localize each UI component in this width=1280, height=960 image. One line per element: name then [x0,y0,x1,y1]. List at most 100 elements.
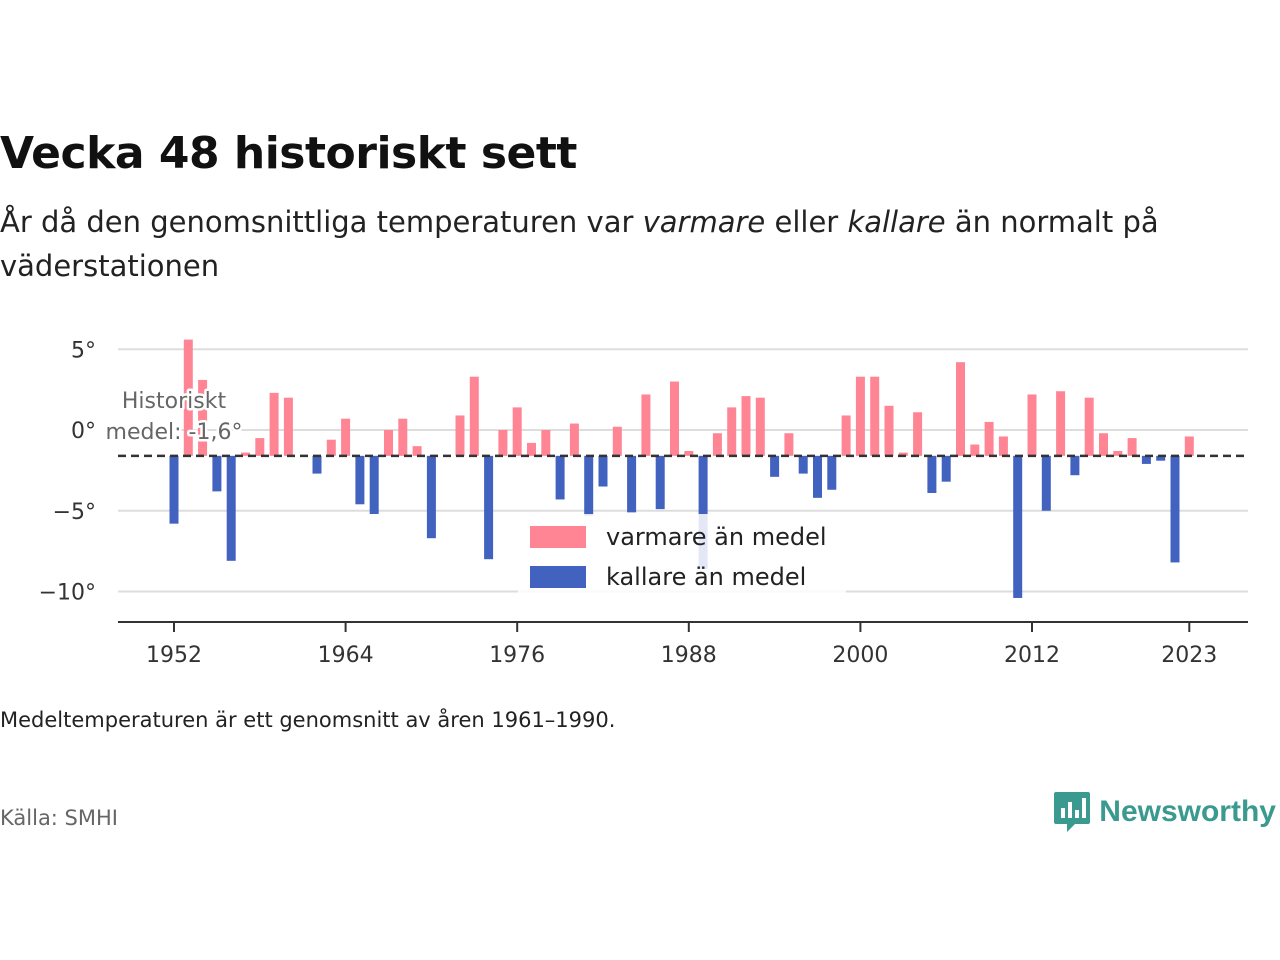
bar [784,433,794,456]
bar [1084,397,1094,456]
y-tick-label: 0° [71,419,96,444]
bar [984,421,994,456]
bar [426,455,436,539]
bar [941,455,951,482]
bar [884,405,894,456]
bar [827,455,837,490]
bar [1099,433,1108,456]
bar [1184,436,1194,456]
x-tick-label: 2012 [1004,643,1060,668]
bar [398,418,408,456]
bar [956,362,965,456]
bar [484,455,494,560]
brand-name: Newsworthy [1099,795,1276,828]
bar [727,407,737,456]
bar [841,415,851,456]
chart-title: Vecka 48 historiskt sett [0,128,577,179]
bar [1170,455,1180,563]
subtitle-cold: kallare [847,205,946,239]
baseline-annotation: Historiskt [122,389,227,414]
bar [455,415,465,456]
brand-logo: Newsworthy [1053,790,1276,834]
bar [1070,455,1080,476]
source-label: Källa: SMHI [0,806,118,830]
bar [384,430,393,456]
bar [326,439,336,456]
bar [169,455,179,524]
bar [755,397,765,456]
bar [527,442,536,456]
bar [1127,438,1137,456]
bar [655,455,665,510]
chart-subtitle: År då den genomsnittliga temperaturen va… [0,200,1250,288]
bar [541,430,551,456]
legend-swatch-cold [530,566,586,588]
bar [369,455,379,514]
bar [1141,455,1151,464]
x-tick-label: 1952 [146,643,202,668]
bar [870,376,880,456]
bar [569,423,579,456]
bar [970,444,980,456]
bar [412,446,422,456]
bar [712,433,722,456]
bar [898,452,908,456]
x-tick-label: 1976 [489,643,545,668]
footnote: Medeltemperaturen är ett genomsnitt av å… [0,708,616,732]
bar [498,430,508,456]
bar [741,396,751,456]
bar [998,436,1008,456]
subtitle-warm: varmare [642,205,766,239]
bar [770,455,780,477]
bar [355,455,365,505]
bar [798,455,808,474]
bar [598,455,608,487]
bar [241,452,250,456]
legend-label-warm: varmare än medel [606,523,827,551]
bar [341,418,351,456]
x-tick-label: 2023 [1161,643,1217,668]
bar [612,426,622,456]
baseline-annotation: medel: -1,6° [106,420,243,445]
bar [183,339,193,456]
bar [312,455,322,474]
y-tick-label: −10° [39,581,96,606]
y-tick-label: −5° [53,500,96,525]
bar [1013,455,1023,598]
x-tick-label: 1964 [318,643,374,668]
legend-label-cold: kallare än medel [606,563,806,591]
subtitle-part2: eller [765,205,848,239]
bar [627,455,637,513]
y-tick-label: 5° [71,338,96,363]
bar [913,412,923,456]
bar [698,455,708,569]
bar [555,455,565,500]
bar [226,455,236,561]
bar [1156,455,1166,461]
bar [198,379,208,456]
bar-chart: 5° 0° −5° −10° Historiskt medel: -1,6° 1952 196… [39,338,1248,668]
bar [855,376,865,456]
newsworthy-logo-icon [1054,792,1091,832]
x-tick-label: 2000 [832,643,888,668]
bar [1113,450,1123,456]
bar [1041,455,1051,511]
subtitle-part1: År då den genomsnittliga temperaturen va… [0,205,643,239]
bar [584,455,594,516]
subtitle-part3: än normalt på väderstationen [0,205,1159,283]
bar [512,407,522,456]
bar [670,381,679,456]
bar [927,455,937,493]
bar [1027,394,1037,456]
legend-swatch-warm [530,526,586,548]
bar [212,455,222,492]
bar [813,455,822,498]
bar [1056,391,1066,456]
bar [283,397,293,456]
bar [684,450,694,456]
bar [255,438,265,456]
bar [641,394,651,456]
bar [269,392,279,456]
bar [469,376,479,456]
x-tick-label: 1988 [661,643,717,668]
